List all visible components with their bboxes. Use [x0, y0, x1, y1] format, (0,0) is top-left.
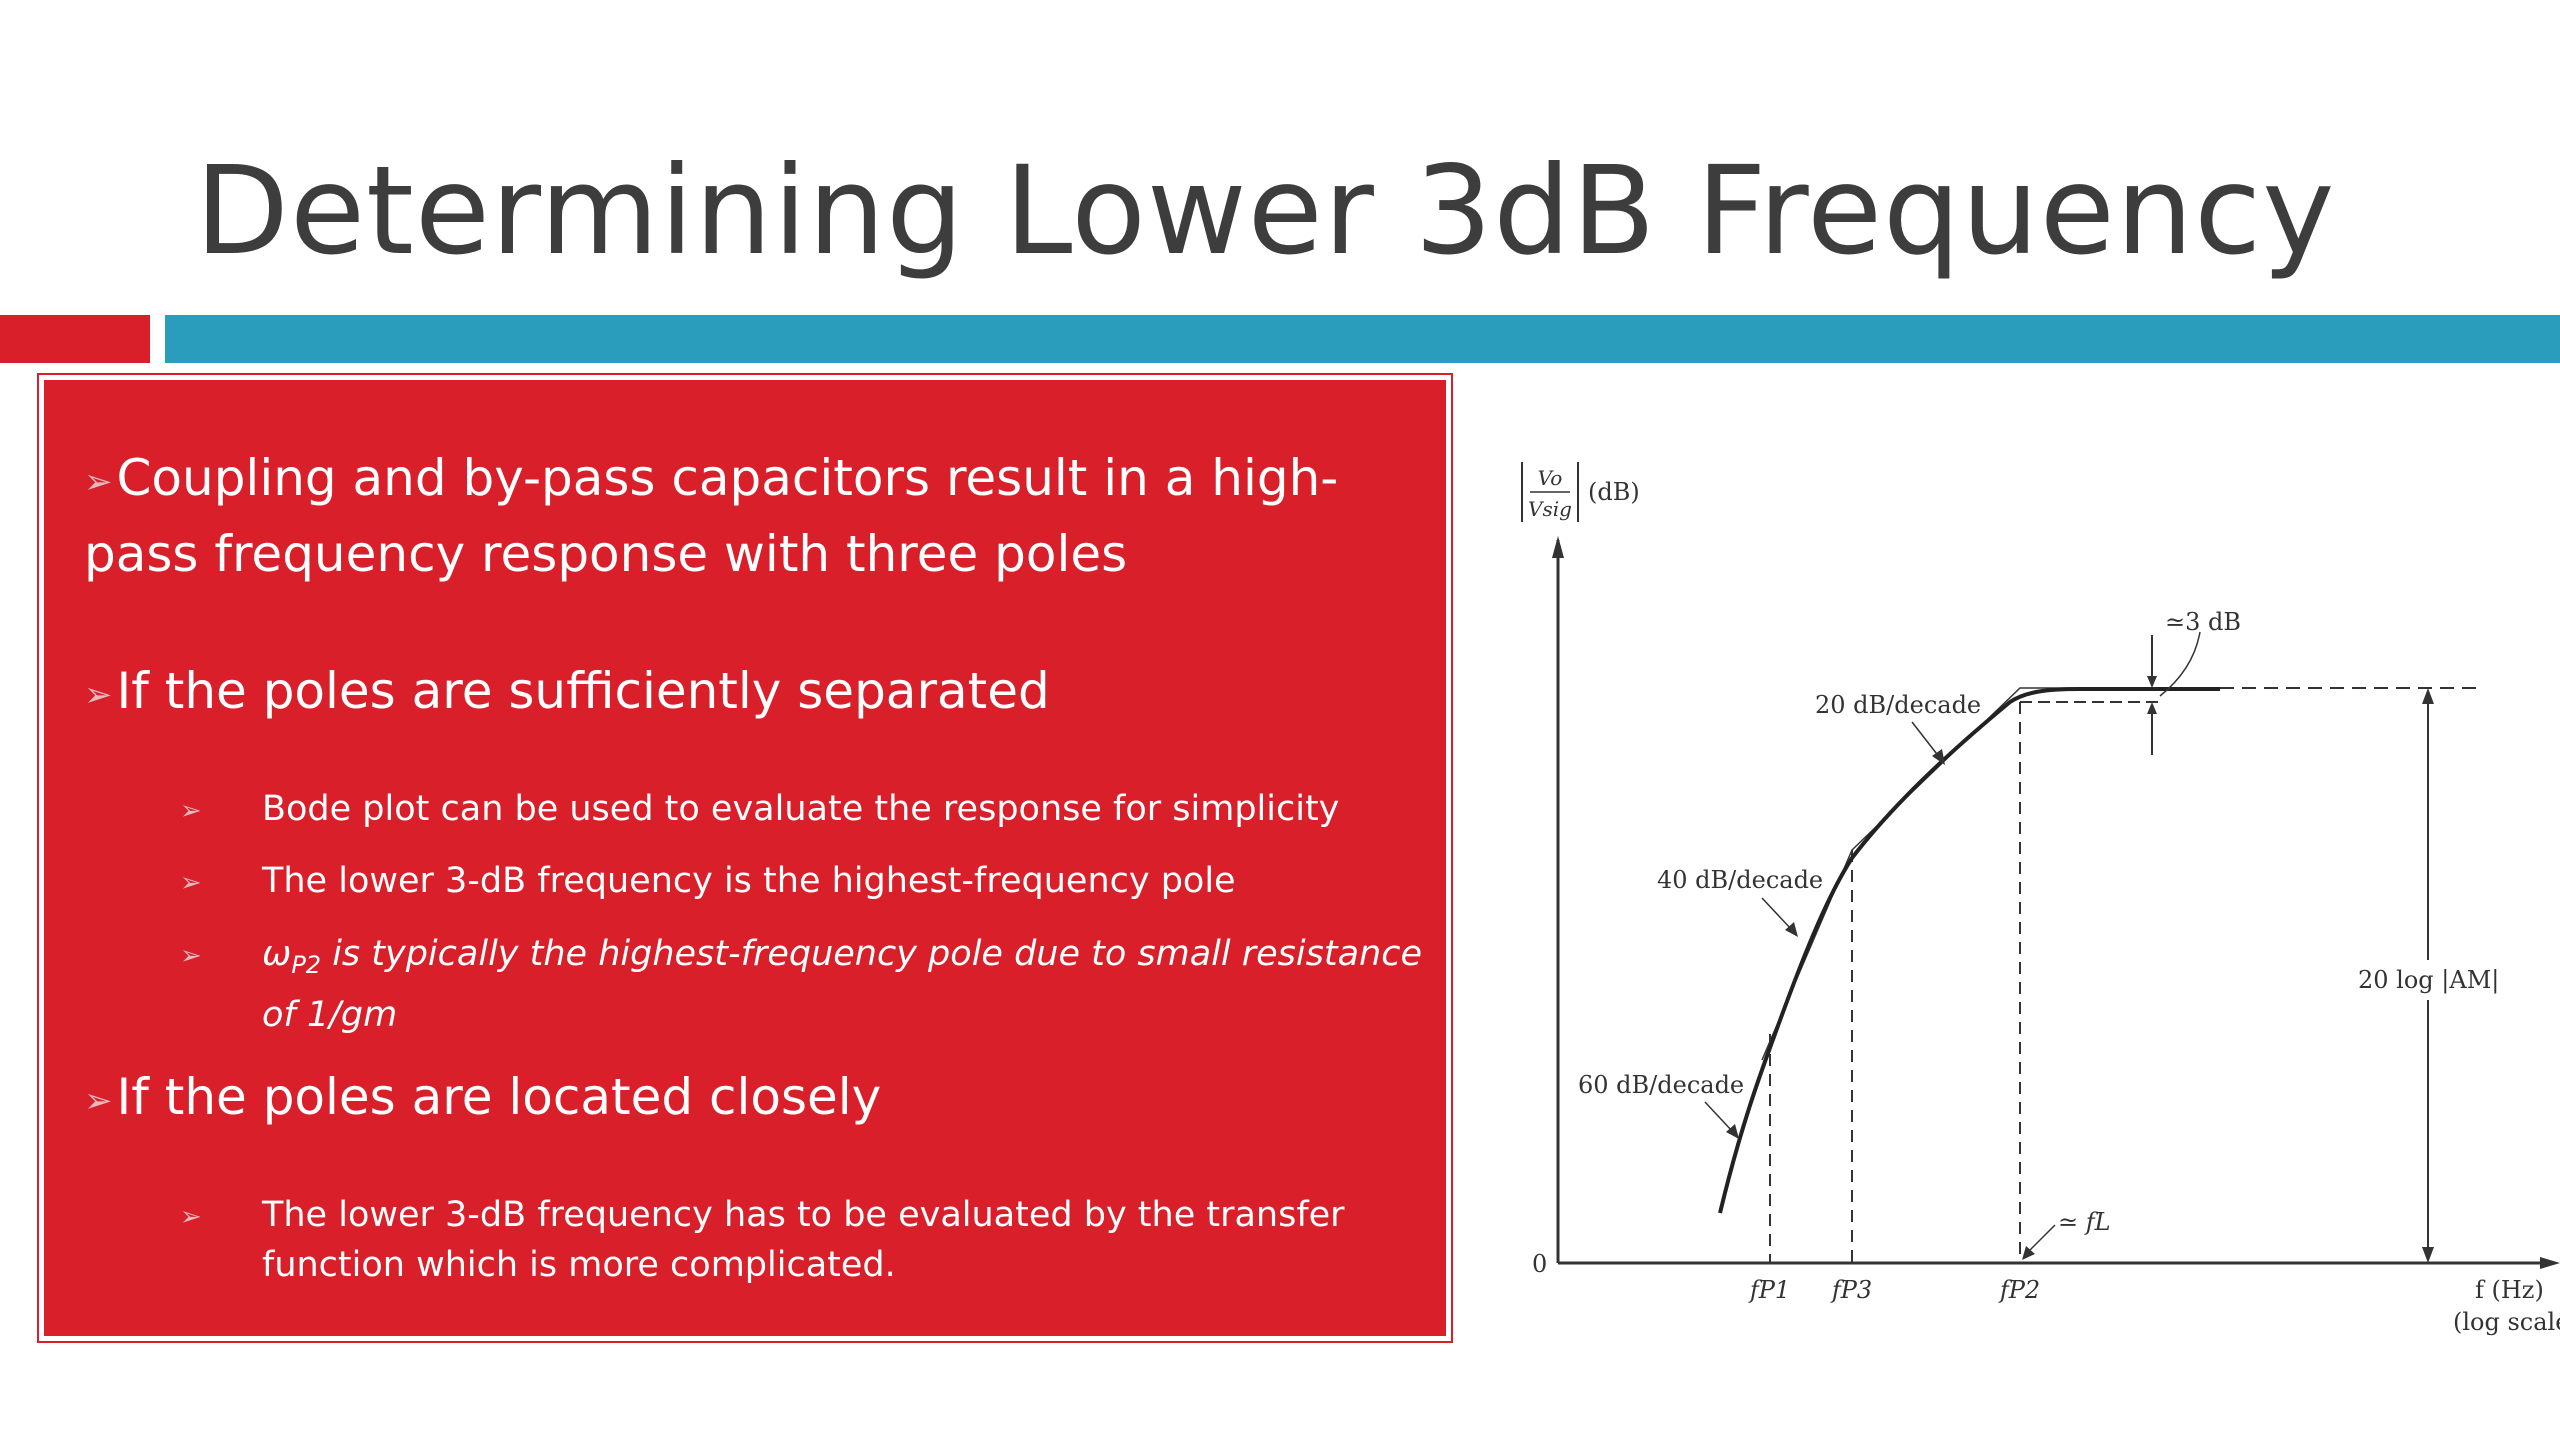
content-panel: ➢Coupling and by-pass capacitors result … — [37, 373, 1453, 1343]
bullet-text: If the poles are located closely — [116, 1068, 882, 1126]
midband-arrowhead-bottom — [2422, 1247, 2434, 1263]
x-tick-fp1: fP1 — [1748, 1276, 1790, 1304]
slope-60-leader — [1704, 1101, 1734, 1133]
accent-bar-red — [0, 315, 150, 363]
bullet-text: Coupling and by-pass capacitors result i… — [84, 449, 1339, 583]
sub-bullet-text: is typically the highest-frequency pole … — [262, 934, 1422, 1035]
sub-bullet-arrow-icon: ➢ — [180, 868, 202, 898]
omega-symbol: ω — [262, 934, 292, 974]
fl-arrowhead — [2022, 1246, 2035, 1260]
y-axis-arrowhead — [1552, 536, 1564, 558]
bullet-separated: ➢If the poles are sufficiently separated — [84, 653, 1414, 729]
sub-bullet-arrow-icon: ➢ — [180, 1202, 202, 1232]
slope-40-leader — [1761, 897, 1793, 931]
midband-label-bg — [2360, 960, 2500, 1000]
content-panel-fill: ➢Coupling and by-pass capacitors result … — [44, 380, 1446, 1336]
y-zero-label: 0 — [1532, 1250, 1547, 1278]
y-label-denominator: Vsig — [1528, 497, 1572, 521]
x-axis-arrowhead — [2540, 1257, 2560, 1269]
minus3db-leader — [2159, 631, 2201, 697]
bullet-coupling: ➢Coupling and by-pass capacitors result … — [84, 440, 1414, 592]
slope-40-label: 40 dB/decade — [1657, 866, 1823, 894]
omega-subscript: P2 — [291, 951, 322, 979]
bullet-arrow-icon: ➢ — [84, 1080, 113, 1121]
response-curve — [1718, 687, 2220, 1214]
midband-arrowhead-top — [2422, 688, 2434, 704]
sub-bullet-highest-pole: ➢ The lower 3-dB frequency is the highes… — [180, 856, 1422, 906]
slope-20-leader — [1911, 721, 1941, 759]
sub-bullet-bode: ➢ Bode plot can be used to evaluate the … — [180, 784, 1422, 834]
y-label-numerator: Vo — [1538, 466, 1563, 490]
bullet-closely: ➢If the poles are located closely — [84, 1059, 1414, 1135]
sub-bullet-transfer: ➢ The lower 3-dB frequency has to be eva… — [180, 1190, 1422, 1290]
minus3db-label: ≃3 dB — [2165, 608, 2241, 636]
fl-leader — [2026, 1224, 2056, 1254]
slope-40-arrowhead — [1785, 922, 1798, 937]
slope-20-arrowhead — [1932, 749, 1945, 765]
midband-gain-label: 20 log |AM| — [2358, 966, 2499, 995]
sub-bullet-omega: ➢ ωP2 is typically the highest-frequency… — [180, 929, 1422, 1040]
x-axis-scale: (log scale) — [2453, 1308, 2560, 1336]
bullet-list: ➢Coupling and by-pass capacitors result … — [44, 380, 1446, 1336]
sub-bullet-arrow-icon: ➢ — [180, 941, 202, 971]
slope-60-arrowhead — [1726, 1124, 1739, 1139]
fl-label: ≃ fL — [2058, 1208, 2111, 1236]
sub-bullet-text: Bode plot can be used to evaluate the re… — [262, 789, 1340, 829]
minus3db-arrowhead-down — [2147, 676, 2157, 688]
y-label-unit: (dB) — [1588, 478, 1640, 506]
sub-bullet-arrow-icon: ➢ — [180, 796, 202, 826]
slope-20-label: 20 dB/decade — [1815, 691, 1981, 719]
x-tick-fp2: fP2 — [1998, 1276, 2040, 1304]
slope-60-label: 60 dB/decade — [1578, 1071, 1744, 1099]
bullet-arrow-icon: ➢ — [84, 461, 113, 502]
y-axis-label: Vo Vsig (dB) — [1521, 462, 1640, 522]
slide-title: Determining Lower 3dB Frequency — [195, 140, 2336, 282]
accent-bar-blue — [165, 315, 2560, 363]
bullet-arrow-icon: ➢ — [84, 674, 113, 715]
x-tick-fp3: fP3 — [1830, 1276, 1872, 1304]
x-axis-label: f (Hz) — [2475, 1276, 2544, 1304]
bullet-text: If the poles are sufficiently separated — [116, 662, 1050, 720]
minus3db-arrowhead-up — [2147, 702, 2157, 714]
bode-plot-diagram: Vo Vsig (dB) 0 ≃3 dB 2 — [1521, 462, 2560, 1336]
sub-bullet-text: The lower 3-dB frequency has to be evalu… — [262, 1195, 1345, 1285]
sub-bullet-text: The lower 3-dB frequency is the highest-… — [262, 861, 1236, 901]
